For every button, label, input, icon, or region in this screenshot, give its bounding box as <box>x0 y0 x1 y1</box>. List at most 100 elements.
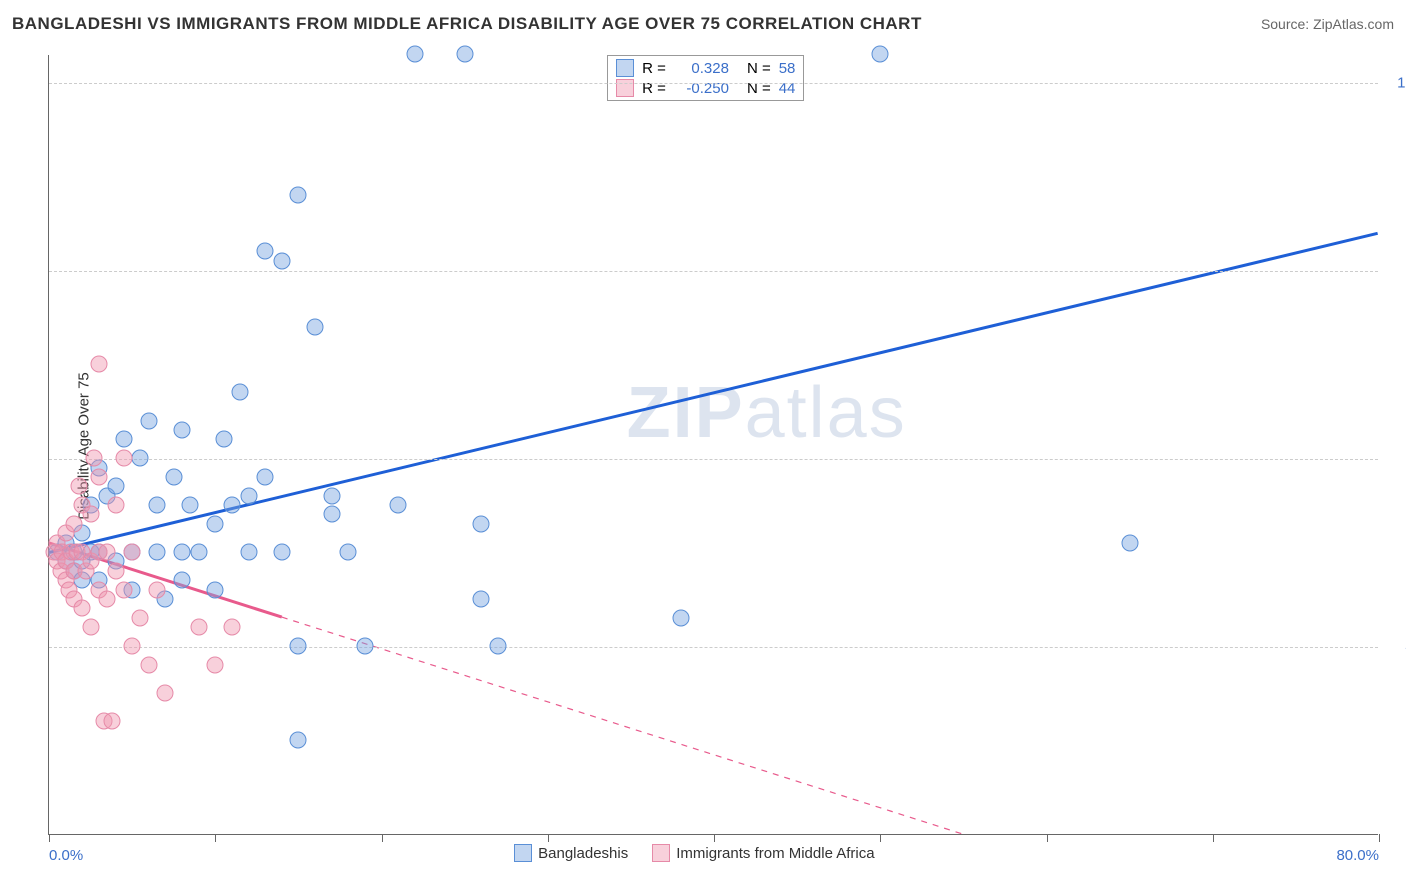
gridline-h <box>49 83 1378 84</box>
legend-label-1: Immigrants from Middle Africa <box>676 845 874 862</box>
scatter-point-series-0 <box>489 638 506 655</box>
legend-label-0: Bangladeshis <box>538 845 628 862</box>
x-tick-label: 80.0% <box>1336 847 1379 864</box>
scatter-point-series-0 <box>307 318 324 335</box>
scatter-point-series-0 <box>140 412 157 429</box>
scatter-point-series-1 <box>90 468 107 485</box>
scatter-point-series-1 <box>65 515 82 532</box>
scatter-point-series-1 <box>207 656 224 673</box>
legend-swatch-0 <box>514 844 532 862</box>
scatter-point-series-1 <box>104 713 121 730</box>
watermark: ZIPatlas <box>627 372 907 454</box>
scatter-point-series-0 <box>473 591 490 608</box>
scatter-point-series-0 <box>257 468 274 485</box>
scatter-point-series-0 <box>290 638 307 655</box>
legend-item-0: Bangladeshis <box>514 844 628 862</box>
source-value: ZipAtlas.com <box>1313 16 1394 32</box>
scatter-point-series-0 <box>115 431 132 448</box>
scatter-point-series-1 <box>132 609 149 626</box>
scatter-point-series-1 <box>115 450 132 467</box>
scatter-point-series-0 <box>149 544 166 561</box>
gridline-h <box>49 459 1378 460</box>
x-tick <box>49 834 50 842</box>
stats-n-label: N = <box>747 60 771 77</box>
scatter-point-series-1 <box>99 544 116 561</box>
scatter-point-series-1 <box>107 497 124 514</box>
scatter-point-series-0 <box>190 544 207 561</box>
x-tick <box>548 834 549 842</box>
trend-line-dashed <box>282 617 963 834</box>
scatter-point-series-0 <box>340 544 357 561</box>
scatter-point-series-0 <box>240 487 257 504</box>
scatter-point-series-0 <box>290 732 307 749</box>
scatter-point-series-0 <box>290 186 307 203</box>
trend-lines-layer <box>49 55 1378 834</box>
scatter-point-series-0 <box>232 384 249 401</box>
scatter-point-series-0 <box>257 243 274 260</box>
title-bar: BANGLADESHI VS IMMIGRANTS FROM MIDDLE AF… <box>12 14 1394 34</box>
scatter-point-series-1 <box>140 656 157 673</box>
scatter-point-series-0 <box>323 487 340 504</box>
plot-area: ZIPatlas R = 0.328 N = 58 R = -0.250 N =… <box>48 55 1378 835</box>
scatter-point-series-0 <box>182 497 199 514</box>
watermark-bold: ZIP <box>627 373 745 453</box>
legend-item-1: Immigrants from Middle Africa <box>652 844 874 862</box>
scatter-point-series-0 <box>406 46 423 63</box>
scatter-point-series-0 <box>207 581 224 598</box>
scatter-point-series-0 <box>390 497 407 514</box>
scatter-point-series-0 <box>223 497 240 514</box>
scatter-point-series-1 <box>190 619 207 636</box>
legend-swatch-1 <box>652 844 670 862</box>
scatter-point-series-0 <box>672 609 689 626</box>
scatter-point-series-0 <box>872 46 889 63</box>
x-tick <box>1213 834 1214 842</box>
watermark-rest: atlas <box>745 373 907 453</box>
scatter-point-series-1 <box>124 544 141 561</box>
scatter-point-series-0 <box>132 450 149 467</box>
scatter-point-series-0 <box>107 478 124 495</box>
x-tick <box>215 834 216 842</box>
x-tick <box>382 834 383 842</box>
scatter-point-series-1 <box>74 600 91 617</box>
source-label: Source: <box>1261 16 1309 32</box>
stats-r-value-0: 0.328 <box>674 60 729 77</box>
scatter-point-series-0 <box>1121 534 1138 551</box>
stats-row-series-0: R = 0.328 N = 58 <box>616 58 795 78</box>
scatter-point-series-0 <box>456 46 473 63</box>
scatter-point-series-0 <box>240 544 257 561</box>
x-tick <box>1047 834 1048 842</box>
scatter-point-series-0 <box>323 506 340 523</box>
scatter-point-series-1 <box>115 581 132 598</box>
x-tick-label: 0.0% <box>49 847 83 864</box>
scatter-point-series-1 <box>99 591 116 608</box>
scatter-point-series-0 <box>273 252 290 269</box>
scatter-point-series-0 <box>215 431 232 448</box>
stats-n-value-1: 44 <box>779 80 796 97</box>
scatter-point-series-1 <box>90 356 107 373</box>
x-tick <box>880 834 881 842</box>
gridline-h <box>49 647 1378 648</box>
scatter-point-series-0 <box>149 497 166 514</box>
stats-r-label: R = <box>642 60 666 77</box>
swatch-series-0 <box>616 59 634 77</box>
y-tick-label: 100.0% <box>1397 75 1406 92</box>
source-credit: Source: ZipAtlas.com <box>1261 16 1394 32</box>
scatter-point-series-0 <box>174 572 191 589</box>
scatter-point-series-1 <box>85 450 102 467</box>
scatter-point-series-0 <box>174 421 191 438</box>
scatter-point-series-0 <box>273 544 290 561</box>
swatch-series-1 <box>616 79 634 97</box>
scatter-point-series-0 <box>165 468 182 485</box>
scatter-point-series-1 <box>124 638 141 655</box>
scatter-point-series-0 <box>473 515 490 532</box>
scatter-point-series-0 <box>207 515 224 532</box>
chart-title: BANGLADESHI VS IMMIGRANTS FROM MIDDLE AF… <box>12 14 922 34</box>
scatter-point-series-1 <box>82 506 99 523</box>
scatter-point-series-1 <box>70 478 87 495</box>
stats-r-value-1: -0.250 <box>674 80 729 97</box>
stats-n-label: N = <box>747 80 771 97</box>
scatter-point-series-0 <box>174 544 191 561</box>
scatter-point-series-1 <box>82 619 99 636</box>
scatter-point-series-1 <box>149 581 166 598</box>
stats-row-series-1: R = -0.250 N = 44 <box>616 78 795 98</box>
